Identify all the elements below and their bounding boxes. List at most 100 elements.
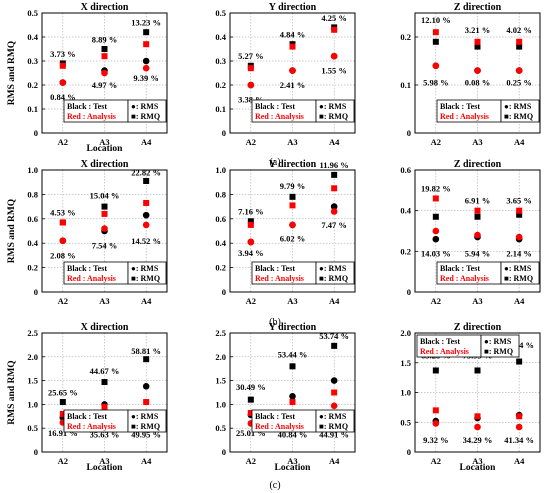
percent-annotation: 6.91 % bbox=[465, 196, 491, 206]
percent-annotation: 13.23 % bbox=[131, 18, 161, 28]
percent-annotation: 9.39 % bbox=[133, 73, 159, 83]
legend-marker-box bbox=[500, 261, 540, 285]
marker-rms-analysis bbox=[247, 81, 255, 89]
percent-annotation: 9.79 % bbox=[280, 181, 306, 191]
plot-frame bbox=[41, 169, 168, 293]
percent-annotation: 44.91 % bbox=[319, 429, 349, 439]
legend-marker-box bbox=[315, 409, 355, 433]
percent-annotation: 4.02 % bbox=[506, 25, 532, 35]
marker-rms-analysis bbox=[101, 225, 108, 232]
x-tick-label: A3 bbox=[99, 296, 109, 306]
y-tick-label: 1.5 bbox=[27, 376, 38, 386]
labels-layer: (a) (b) (c) bbox=[269, 157, 281, 491]
y-tick-label: 0 bbox=[34, 287, 38, 297]
y-tick-label: 0.2 bbox=[215, 263, 226, 273]
marker-rmq-analysis bbox=[331, 185, 338, 192]
legend-test-label: Black : Test bbox=[255, 102, 295, 111]
marker-rms-analysis bbox=[59, 237, 67, 245]
marker-rmq-test bbox=[516, 211, 523, 218]
y-tick-label: 0.2 bbox=[27, 263, 38, 273]
legend-rmq-label: ■: RMQ bbox=[504, 112, 533, 121]
legend-analysis-label: Red : Analysis bbox=[440, 112, 489, 121]
marker-rmq-analysis bbox=[474, 38, 481, 45]
percent-annotation: 7.16 % bbox=[238, 206, 264, 216]
chart-title: Z direction bbox=[454, 2, 502, 13]
y-tick-label: 0.4 bbox=[215, 238, 226, 248]
percent-annotation: 44.67 % bbox=[90, 366, 120, 376]
x-tick-label: A2 bbox=[58, 456, 68, 466]
legend-test-label: Black : Test bbox=[67, 102, 107, 111]
chart-panel-5: 0 0.2 0.4 0.6 A2 A3 A4 Z direction 19.82 % 14.03 … bbox=[400, 159, 541, 306]
percent-annotation: 3.73 % bbox=[50, 49, 76, 59]
x-tick-label: A2 bbox=[431, 456, 441, 466]
y-tick-label: 0.4 bbox=[215, 32, 226, 42]
marker-rmq-analysis bbox=[516, 413, 523, 420]
marker-rms-analysis bbox=[432, 227, 440, 235]
x-axis-label: Location bbox=[275, 463, 312, 473]
marker-rms-analysis bbox=[474, 423, 481, 431]
legend-rmq-label: ■: RMQ bbox=[484, 347, 513, 356]
y-tick-label: 0.3 bbox=[215, 56, 226, 66]
plot-frame bbox=[41, 332, 168, 453]
legend-rms-label: ●: RMS bbox=[131, 264, 159, 273]
plot-frame bbox=[41, 12, 168, 134]
legend-analysis-label: Red : Analysis bbox=[420, 347, 469, 356]
chart-panel-6: 0 0.5 1.0 1.5 2.0 2.5 A2 A3 A4 X direction RMS and… bbox=[7, 322, 168, 473]
y-tick-label: 0 bbox=[34, 447, 38, 457]
chart-panel-3: 0 0.2 0.4 0.6 0.8 1.0 A2 A3 A4 X direction RMS and… bbox=[7, 159, 168, 306]
percent-annotation: 5.94 % bbox=[465, 248, 491, 258]
marker-rms-test bbox=[432, 235, 440, 243]
y-tick-label: 0.6 bbox=[27, 214, 38, 224]
x-tick-label: A4 bbox=[141, 137, 152, 147]
percent-annotation: 7.47 % bbox=[321, 220, 347, 230]
y-tick-label: 0.2 bbox=[27, 80, 38, 90]
y-tick-label: 0 bbox=[407, 287, 411, 297]
y-tick-label: 0 bbox=[222, 447, 226, 457]
marker-rmq-test bbox=[59, 399, 66, 406]
legend-rms-label: ●: RMS bbox=[504, 102, 532, 111]
y-tick-label: 2.0 bbox=[215, 352, 226, 362]
marker-rmq-analysis bbox=[289, 202, 296, 209]
percent-annotation: 2.14 % bbox=[506, 248, 532, 258]
percent-annotation: 30.49 % bbox=[236, 382, 266, 392]
marker-rms-analysis bbox=[289, 67, 296, 74]
y-tick-label: 0.2 bbox=[400, 246, 411, 256]
y-axis-label: RMS and RMQ bbox=[7, 41, 17, 105]
marker-rms-analysis bbox=[515, 233, 523, 241]
x-tick-label: A3 bbox=[472, 456, 482, 466]
y-tick-label: 1.0 bbox=[27, 165, 38, 175]
percent-annotation: 25.01 % bbox=[236, 428, 266, 438]
legend-analysis-label: Red : Analysis bbox=[67, 422, 116, 431]
legend-marker-box bbox=[127, 261, 167, 285]
x-tick-label: A2 bbox=[246, 456, 256, 466]
marker-rmq-analysis bbox=[474, 207, 481, 214]
row-label-c: (c) bbox=[269, 480, 280, 491]
y-tick-label: 2.5 bbox=[215, 328, 226, 338]
x-tick-label: A4 bbox=[514, 137, 525, 147]
percent-annotation: 4.53 % bbox=[50, 208, 76, 218]
marker-rms-test bbox=[289, 393, 296, 400]
legend-test-label: Black : Test bbox=[67, 264, 107, 273]
chart-panel-0: 0 0.1 0.2 0.3 0.4 0.5 A2 A3 A4 X direction RMS and… bbox=[7, 2, 168, 154]
legend-rms-label: ●: RMS bbox=[131, 412, 159, 421]
marker-rms-analysis bbox=[330, 52, 338, 60]
x-tick-label: A3 bbox=[287, 456, 297, 466]
percent-annotation: 58.81 % bbox=[131, 346, 161, 356]
chart-panel-4: 0 0.2 0.4 0.6 0.8 1.0 A2 A3 A4 Y direction 7.16 % 3… bbox=[215, 159, 356, 306]
chart-panel-1: 0 0.1 0.2 0.3 0.4 0.5 A2 A3 A4 Y direction 5.27 % 3… bbox=[215, 2, 356, 147]
legend-test-label: Black : Test bbox=[440, 102, 480, 111]
marker-rmq-analysis bbox=[101, 210, 108, 217]
x-tick-label: A4 bbox=[141, 456, 152, 466]
panels-layer: 0 0.1 0.2 0.3 0.4 0.5 A2 A3 A4 X direction RMS and… bbox=[7, 2, 541, 473]
percent-annotation: 12.10 % bbox=[421, 15, 451, 25]
x-tick-label: A4 bbox=[514, 456, 525, 466]
chart-title: Z direction bbox=[454, 159, 502, 170]
percent-annotation: 5.98 % bbox=[423, 78, 449, 88]
x-tick-label: A2 bbox=[431, 137, 441, 147]
